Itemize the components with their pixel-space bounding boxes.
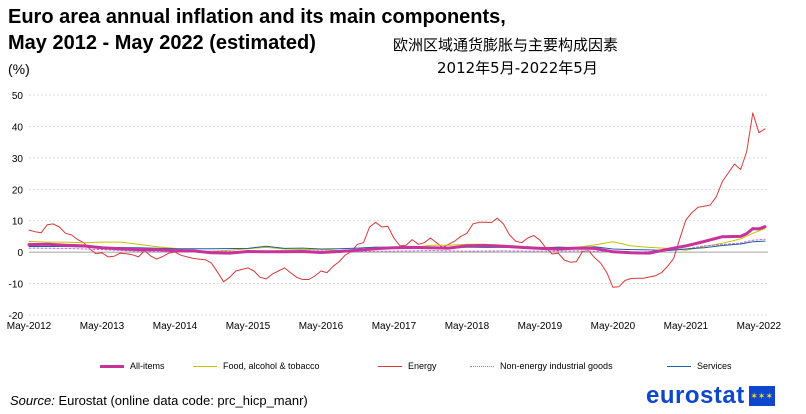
x-tick-label: May-2018 (445, 321, 490, 332)
series-line-all-items (27, 225, 767, 255)
x-tick-label: May-2013 (80, 321, 125, 332)
eu-flag-icon: ✶✶✶ (748, 386, 775, 406)
x-tick-label: May-2014 (153, 321, 198, 332)
logo-text: eurostat (646, 382, 745, 409)
y-tick-label: -10 (9, 280, 24, 291)
x-tick-label: May-2020 (591, 321, 636, 332)
x-tick-label: May-2012 (7, 321, 52, 332)
x-tick-label: May-2015 (226, 321, 271, 332)
x-tick-label: May-2019 (518, 321, 563, 332)
legend-swatch (378, 365, 402, 367)
chinese-title-line-1: 欧洲区域通货膨胀与主要构成因素 (393, 36, 619, 54)
series-line-energy (28, 112, 766, 288)
legend-swatch (470, 365, 494, 367)
x-tick-label: May-2021 (664, 321, 709, 332)
y-tick-label: 10 (12, 217, 24, 228)
chart-legend: All-items Food, alcohol & tobacco Energy No… (0, 358, 806, 374)
legend-item: All-items (100, 358, 165, 374)
x-tick-label: May-2017 (372, 321, 417, 332)
y-tick-label: -20 (9, 311, 24, 322)
x-tick-label: May-2016 (299, 321, 344, 332)
y-tick-label: 20 (12, 185, 24, 196)
x-tick-label: May-2022 (737, 321, 782, 332)
chinese-title-line-2: 2012年5月-2022年5月 (437, 59, 598, 77)
legend-label: All-items (130, 361, 165, 371)
legend-swatch (193, 365, 217, 367)
legend-label: Non-energy industrial goods (500, 361, 613, 371)
eurostat-logo: eurostat ✶✶✶ (646, 382, 775, 410)
legend-item: Services (667, 358, 732, 374)
chart-title: Euro area annual inflation and its main … (8, 4, 506, 56)
y-tick-label: 30 (12, 154, 24, 165)
y-tick-label: 50 (12, 91, 24, 102)
title-line-2: May 2012 - May 2022 (estimated) (8, 32, 316, 54)
y-tick-label: 40 (12, 122, 24, 133)
source-text: Eurostat (online data code: prc_hicp_man… (58, 393, 308, 408)
y-tick-label: 0 (17, 248, 23, 259)
legend-label: Services (697, 361, 732, 371)
legend-item: Non-energy industrial goods (470, 358, 613, 374)
legend-label: Food, alcohol & tobacco (223, 361, 320, 371)
legend-item: Energy (378, 358, 437, 374)
legend-item: Food, alcohol & tobacco (193, 358, 320, 374)
legend-swatch (667, 365, 691, 367)
source-note: Source: Eurostat (online data code: prc_… (10, 393, 308, 408)
legend-label: Energy (408, 361, 437, 371)
unit-label: (%) (8, 61, 30, 77)
source-label: Source: (10, 393, 55, 408)
title-line-1: Euro area annual inflation and its main … (8, 6, 506, 28)
legend-swatch (100, 364, 124, 368)
